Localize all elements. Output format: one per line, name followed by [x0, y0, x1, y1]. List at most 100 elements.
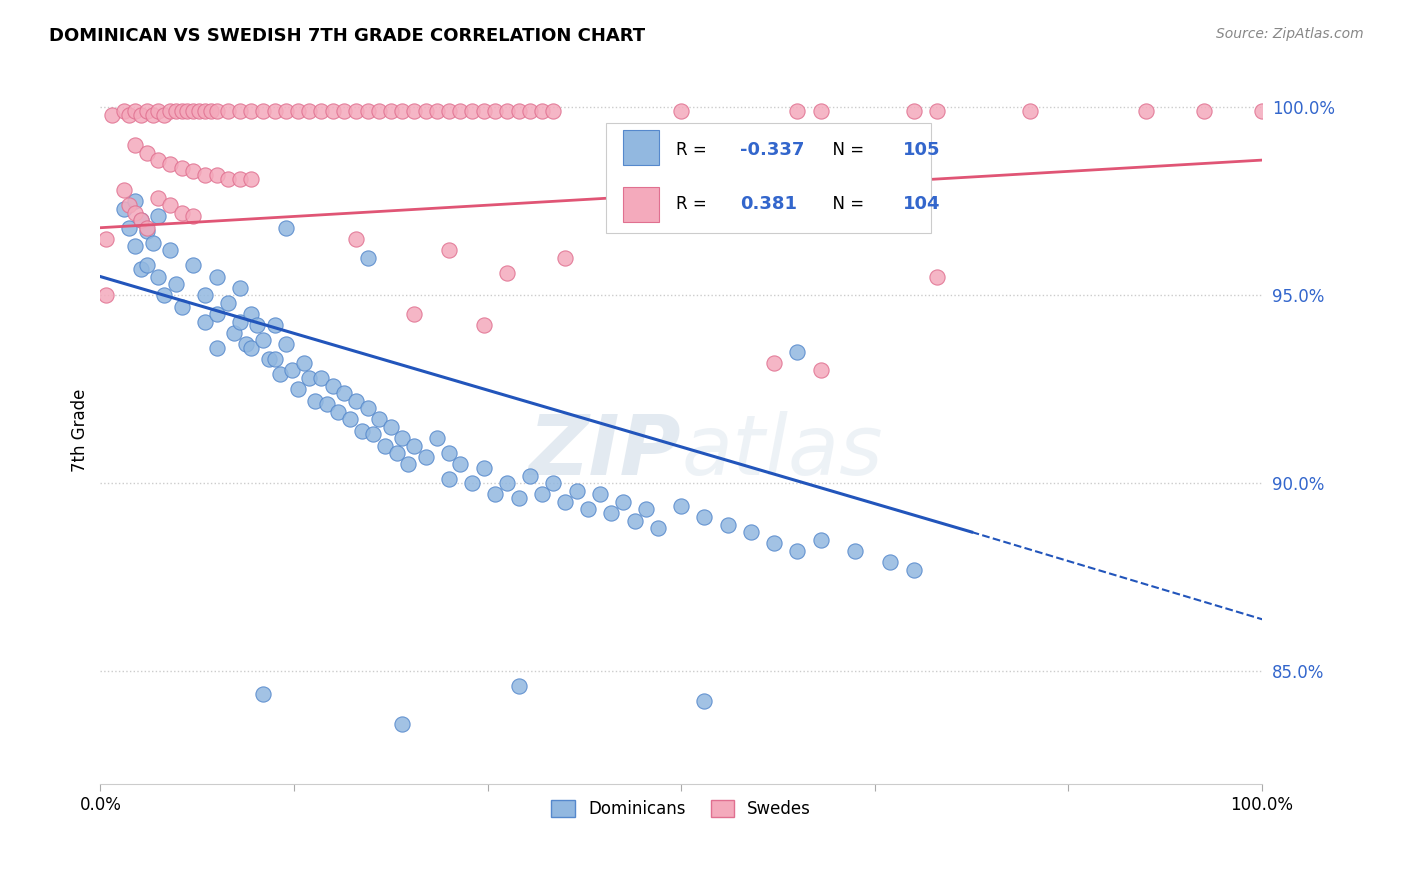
Point [508, 104, 530, 119]
Point [391, 431, 413, 445]
Point [181, 258, 204, 272]
Point [263, 352, 285, 367]
Point [194, 315, 217, 329]
Point [402, 104, 425, 119]
Point [129, 213, 152, 227]
Point [322, 104, 344, 119]
Point [786, 344, 808, 359]
Point [508, 679, 530, 693]
Point [124, 239, 146, 253]
Point [391, 104, 413, 119]
Point [148, 269, 170, 284]
Point [148, 191, 170, 205]
Point [159, 244, 181, 258]
Point [368, 104, 391, 119]
Point [287, 104, 309, 119]
Point [188, 104, 211, 119]
Point [159, 157, 181, 171]
Point [496, 476, 519, 491]
Point [623, 514, 645, 528]
Point [135, 258, 157, 272]
Point [229, 315, 252, 329]
Text: N =: N = [821, 195, 869, 213]
Point [461, 476, 484, 491]
Point [148, 153, 170, 167]
Point [309, 371, 332, 385]
Point [170, 205, 193, 219]
Point [222, 326, 245, 340]
Point [322, 378, 344, 392]
Point [415, 450, 437, 464]
Point [344, 104, 367, 119]
Point [391, 716, 413, 731]
Point [229, 172, 252, 186]
Point [200, 104, 222, 119]
Point [356, 251, 378, 265]
Point [240, 307, 263, 321]
Point [252, 334, 274, 348]
Point [589, 487, 612, 501]
Point [129, 262, 152, 277]
Point [276, 220, 298, 235]
Point [205, 307, 228, 321]
Point [484, 104, 506, 119]
Point [205, 269, 228, 284]
Text: 0.381: 0.381 [740, 195, 797, 213]
Point [124, 138, 146, 153]
Point [903, 104, 925, 119]
Point [292, 356, 315, 370]
Point [1251, 104, 1274, 119]
Point [129, 108, 152, 122]
Point [181, 164, 204, 178]
Point [252, 687, 274, 701]
Point [1192, 104, 1215, 119]
Point [181, 104, 204, 119]
Point [240, 104, 263, 119]
Point [554, 251, 576, 265]
Point [205, 168, 228, 182]
Point [124, 205, 146, 219]
Point [344, 393, 367, 408]
Point [356, 401, 378, 415]
Point [328, 405, 350, 419]
Point [426, 104, 449, 119]
Point [118, 108, 141, 122]
Point [786, 543, 808, 558]
Point [229, 281, 252, 295]
Point [287, 382, 309, 396]
Point [235, 337, 257, 351]
Point [380, 420, 402, 434]
Point [252, 104, 274, 119]
Point [844, 543, 866, 558]
Point [118, 198, 141, 212]
Point [170, 161, 193, 175]
Point [181, 210, 204, 224]
Point [153, 108, 176, 122]
Point [380, 104, 402, 119]
Point [135, 145, 157, 160]
Point [519, 468, 541, 483]
Text: 105: 105 [903, 141, 941, 159]
Point [374, 439, 396, 453]
Point [402, 307, 425, 321]
Point [240, 341, 263, 355]
Point [636, 502, 658, 516]
FancyBboxPatch shape [606, 123, 931, 233]
Point [148, 210, 170, 224]
Point [165, 104, 187, 119]
Point [112, 202, 135, 216]
Point [717, 517, 740, 532]
Point [543, 476, 565, 491]
Point [96, 232, 118, 246]
Point [333, 386, 356, 401]
Text: N =: N = [821, 141, 869, 159]
Point [669, 104, 692, 119]
Point [142, 108, 165, 122]
Point [554, 495, 576, 509]
Point [810, 533, 832, 547]
Point [1135, 104, 1157, 119]
Point [170, 300, 193, 314]
Point [246, 318, 269, 333]
Point [159, 198, 181, 212]
Point [472, 318, 495, 333]
